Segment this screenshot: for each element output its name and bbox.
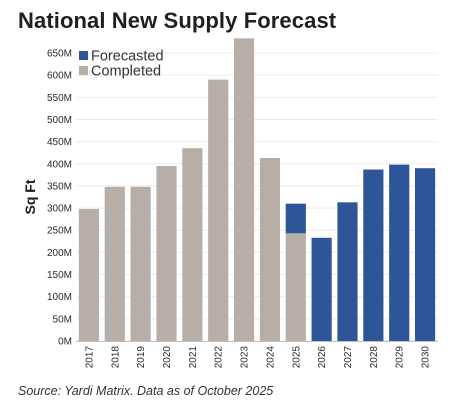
- y-tick-label: 350M: [47, 181, 72, 192]
- x-tick-label: 2027: [343, 346, 354, 369]
- x-tick-label: 2030: [421, 346, 432, 369]
- bar-forecasted-2026: [311, 237, 332, 341]
- x-tick-label: 2029: [395, 346, 406, 369]
- x-tick-label: 2023: [240, 346, 251, 369]
- bar-completed-2020: [156, 165, 177, 341]
- x-tick-label: 2024: [265, 346, 276, 369]
- legend-label-completed: Completed: [91, 64, 161, 80]
- bar-completed-2024: [259, 158, 281, 341]
- bar-completed-2018: [104, 186, 125, 341]
- x-tick-label: 2021: [188, 346, 199, 369]
- y-tick-label: 0M: [58, 337, 72, 348]
- y-tick-label: 300M: [47, 204, 72, 215]
- y-tick-label: 250M: [47, 226, 72, 237]
- source-note: Source: Yardi Matrix. Data as of October…: [18, 384, 274, 398]
- y-tick-label: 600M: [47, 71, 72, 82]
- y-tick-label: 450M: [47, 137, 72, 148]
- bar-completed-2023: [233, 38, 255, 342]
- y-tick-label: 50M: [53, 314, 72, 325]
- y-tick-label: 100M: [47, 292, 72, 303]
- x-tick-label: 2020: [162, 346, 173, 369]
- y-tick-label: 150M: [47, 270, 72, 281]
- x-tick-label: 2018: [110, 346, 121, 369]
- y-tick-label: 200M: [47, 248, 72, 259]
- x-tick-label: 2019: [136, 346, 147, 369]
- y-tick-label: 500M: [47, 115, 72, 126]
- y-tick-label: 650M: [47, 49, 72, 60]
- bar-completed-2021: [182, 148, 203, 341]
- legend-swatch-forecasted: [79, 51, 88, 60]
- bar-forecasted-2030: [414, 168, 436, 341]
- bar-forecasted-2029: [389, 164, 410, 341]
- legend-swatch-completed: [79, 66, 88, 75]
- x-axis-ticks: 2017 2018 2019 2020 2021 2022 2023 2024 2025 2026…: [84, 346, 431, 369]
- bars: [76, 38, 438, 342]
- y-tick-label: 550M: [47, 93, 72, 104]
- x-tick-label: 2022: [214, 346, 225, 369]
- x-tick-label: 2028: [369, 346, 380, 369]
- chart-title: National New Supply Forecast: [18, 8, 337, 33]
- gridlines: [76, 52, 438, 342]
- bar-forecasted-2027: [337, 202, 358, 341]
- legend-label-forecasted: Forecasted: [91, 49, 164, 65]
- bar-completed-2025: [285, 233, 306, 341]
- y-axis-ticks: 0M 50M 100M 150M 200M 250M 300M 350M 400M 450M 500…: [47, 49, 72, 348]
- bar-completed-2022: [208, 79, 229, 341]
- y-axis-title: Sq Ft: [22, 179, 38, 214]
- bar-forecasted-2025: [285, 203, 306, 234]
- bar-forecasted-2028: [363, 169, 384, 341]
- x-tick-label: 2026: [317, 346, 328, 369]
- x-tick-label: 2025: [291, 346, 302, 369]
- x-tick-label: 2017: [84, 346, 95, 369]
- y-tick-label: 400M: [47, 159, 72, 170]
- bar-completed-2019: [130, 186, 151, 341]
- bar-completed-2017: [78, 208, 100, 341]
